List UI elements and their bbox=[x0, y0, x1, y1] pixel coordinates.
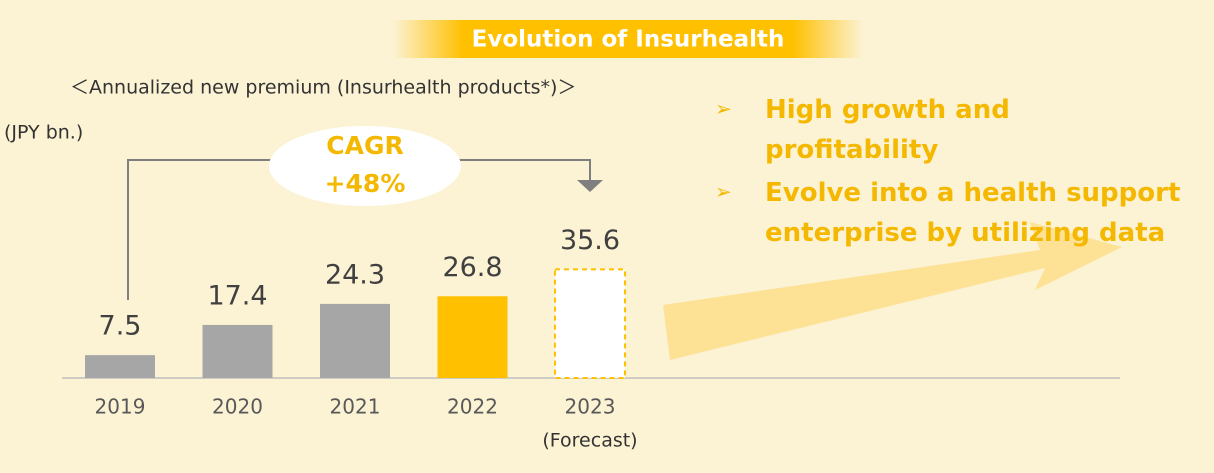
bar bbox=[202, 324, 273, 378]
cagr-bubble bbox=[269, 126, 461, 206]
bar bbox=[320, 303, 390, 378]
bar bbox=[554, 268, 626, 380]
value-label: 24.3 bbox=[325, 259, 385, 290]
subtitle: ＜Annualized new premium (Insurhealth pro… bbox=[70, 77, 576, 99]
bullet: High growth and profitability bbox=[765, 95, 1010, 165]
title-banner bbox=[393, 20, 863, 58]
x-tick-label: 2022 bbox=[447, 395, 498, 419]
x-tick-label: 2019 bbox=[95, 395, 146, 419]
annotation: CAGR bbox=[326, 131, 403, 160]
x-tick-label: 2023 bbox=[565, 395, 616, 419]
bullet-marker: ➢ bbox=[715, 97, 732, 121]
value-label: 17.4 bbox=[207, 280, 267, 311]
growth-arrow bbox=[663, 222, 1122, 360]
bar bbox=[85, 355, 155, 378]
x-tick-note: (Forecast) bbox=[542, 430, 637, 452]
annotation: +48% bbox=[325, 169, 406, 198]
value-label: 7.5 bbox=[99, 311, 142, 342]
chart-title: Evolution of Insurhealth bbox=[472, 27, 785, 53]
x-tick-label: 2021 bbox=[330, 395, 381, 419]
unit-label: (JPY bn.) bbox=[4, 122, 83, 144]
value-label: 35.6 bbox=[560, 225, 620, 256]
bar bbox=[437, 296, 508, 378]
bullet-marker: ➢ bbox=[715, 180, 732, 204]
bullet: Evolve into a health support enterprise b… bbox=[765, 178, 1180, 248]
value-label: 26.8 bbox=[442, 252, 502, 283]
x-tick-label: 2020 bbox=[212, 395, 263, 419]
cagr-arrowhead bbox=[577, 180, 603, 192]
